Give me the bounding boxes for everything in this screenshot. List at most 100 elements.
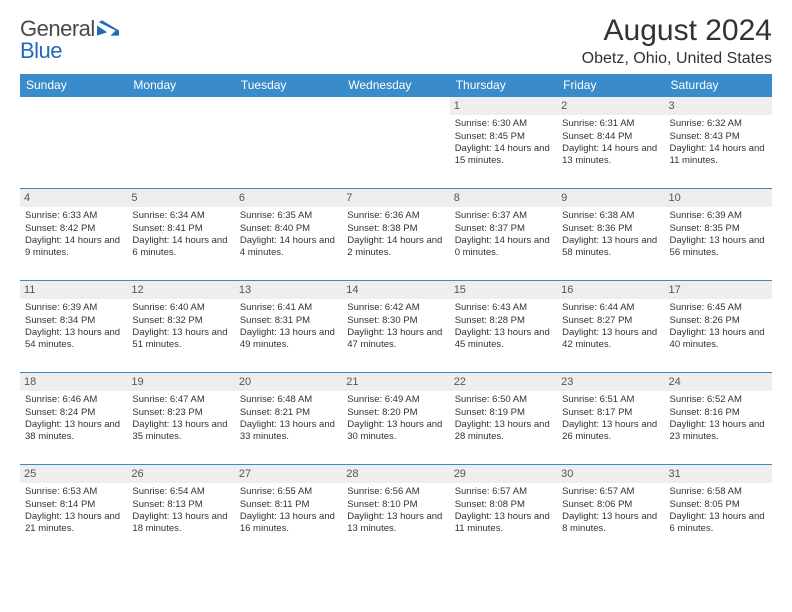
sunrise-text: Sunrise: 6:41 AM [240,302,338,314]
sunrise-text: Sunrise: 6:49 AM [347,394,445,406]
sunrise-text: Sunrise: 6:58 AM [670,486,768,498]
day-header: Sunday [20,74,127,97]
sunset-text: Sunset: 8:34 PM [25,315,123,327]
day-number: 10 [665,189,772,207]
sunset-text: Sunset: 8:10 PM [347,499,445,511]
calendar-row: 18Sunrise: 6:46 AMSunset: 8:24 PMDayligh… [20,373,772,465]
daylight-text: Daylight: 14 hours and 15 minutes. [455,143,553,168]
day-info: Sunrise: 6:33 AMSunset: 8:42 PMDaylight:… [24,210,123,259]
sunset-text: Sunset: 8:24 PM [25,407,123,419]
sunset-text: Sunset: 8:27 PM [562,315,660,327]
title-block: August 2024 Obetz, Ohio, United States [582,14,772,68]
calendar-cell: 24Sunrise: 6:52 AMSunset: 8:16 PMDayligh… [665,373,772,465]
calendar-cell: 22Sunrise: 6:50 AMSunset: 8:19 PMDayligh… [450,373,557,465]
day-info: Sunrise: 6:39 AMSunset: 8:34 PMDaylight:… [24,302,123,351]
calendar-cell: 13 Sunrise: 6:41 AMSunset: 8:31 PMDayligh… [235,281,342,373]
day-number: 19 [127,373,234,391]
sunrise-text: Sunrise: 6:50 AM [455,394,553,406]
calendar-row: 11Sunrise: 6:39 AMSunset: 8:34 PMDayligh… [20,281,772,373]
day-header: Thursday [450,74,557,97]
calendar-row: 4Sunrise: 6:33 AMSunset: 8:42 PMDaylight… [20,189,772,281]
day-info: Sunrise: 6:50 AMSunset: 8:19 PMDaylight:… [454,394,553,443]
sunset-text: Sunset: 8:44 PM [562,131,660,143]
calendar-cell: 1 Sunrise: 6:30 AMSunset: 8:45 PMDaylight… [450,97,557,189]
day-number: 28 [342,465,449,483]
logo: GeneralBlue [20,14,119,62]
day-info: Sunrise: 6:30 AMSunset: 8:45 PMDaylight:… [454,118,553,167]
daylight-text: Daylight: 14 hours and 11 minutes. [670,143,768,168]
calendar-cell: 15 Sunrise: 6:43 AMSunset: 8:28 PMDayligh… [450,281,557,373]
sunset-text: Sunset: 8:17 PM [562,407,660,419]
calendar-cell: 23Sunrise: 6:51 AMSunset: 8:17 PMDayligh… [557,373,664,465]
day-info: Sunrise: 6:42 AMSunset: 8:30 PMDaylight:… [346,302,445,351]
sunset-text: Sunset: 8:28 PM [455,315,553,327]
daylight-text: Daylight: 14 hours and 4 minutes. [240,235,338,260]
sunrise-text: Sunrise: 6:32 AM [670,118,768,130]
day-number: 17 [665,281,772,299]
day-number: 1 [450,97,557,115]
daylight-text: Daylight: 13 hours and 49 minutes. [240,327,338,352]
sunrise-text: Sunrise: 6:34 AM [132,210,230,222]
calendar-table: Sunday Monday Tuesday Wednesday Thursday… [20,74,772,557]
calendar-cell [127,97,234,189]
day-info: Sunrise: 6:57 AMSunset: 8:08 PMDaylight:… [454,486,553,535]
sunset-text: Sunset: 8:41 PM [132,223,230,235]
daylight-text: Daylight: 14 hours and 9 minutes. [25,235,123,260]
calendar-cell: 8 Sunrise: 6:37 AMSunset: 8:37 PMDaylight… [450,189,557,281]
day-number: 26 [127,465,234,483]
calendar-cell: 30Sunrise: 6:57 AMSunset: 8:06 PMDayligh… [557,465,664,557]
day-info: Sunrise: 6:44 AMSunset: 8:27 PMDaylight:… [561,302,660,351]
calendar-cell: 31Sunrise: 6:58 AMSunset: 8:05 PMDayligh… [665,465,772,557]
sunrise-text: Sunrise: 6:46 AM [25,394,123,406]
calendar-cell [342,97,449,189]
day-info: Sunrise: 6:56 AMSunset: 8:10 PMDaylight:… [346,486,445,535]
calendar-cell [20,97,127,189]
sunrise-text: Sunrise: 6:30 AM [455,118,553,130]
sunrise-text: Sunrise: 6:35 AM [240,210,338,222]
day-info: Sunrise: 6:31 AMSunset: 8:44 PMDaylight:… [561,118,660,167]
daylight-text: Daylight: 13 hours and 11 minutes. [455,511,553,536]
sunset-text: Sunset: 8:40 PM [240,223,338,235]
calendar-cell: 16 Sunrise: 6:44 AMSunset: 8:27 PMDayligh… [557,281,664,373]
day-header: Friday [557,74,664,97]
day-info: Sunrise: 6:51 AMSunset: 8:17 PMDaylight:… [561,394,660,443]
calendar-row: 1 Sunrise: 6:30 AMSunset: 8:45 PMDaylight… [20,97,772,189]
sunrise-text: Sunrise: 6:57 AM [562,486,660,498]
sunset-text: Sunset: 8:30 PM [347,315,445,327]
sunset-text: Sunset: 8:37 PM [455,223,553,235]
day-number: 18 [20,373,127,391]
sunrise-text: Sunrise: 6:52 AM [670,394,768,406]
location-label: Obetz, Ohio, United States [582,50,772,68]
sunrise-text: Sunrise: 6:47 AM [132,394,230,406]
day-number: 15 [450,281,557,299]
calendar-cell: 11Sunrise: 6:39 AMSunset: 8:34 PMDayligh… [20,281,127,373]
day-number: 8 [450,189,557,207]
day-info: Sunrise: 6:37 AMSunset: 8:37 PMDaylight:… [454,210,553,259]
calendar-cell: 10 Sunrise: 6:39 AMSunset: 8:35 PMDayligh… [665,189,772,281]
calendar-cell: 28 Sunrise: 6:56 AMSunset: 8:10 PMDayligh… [342,465,449,557]
day-number: 14 [342,281,449,299]
day-info: Sunrise: 6:43 AMSunset: 8:28 PMDaylight:… [454,302,553,351]
day-number: 16 [557,281,664,299]
day-number: 13 [235,281,342,299]
sunset-text: Sunset: 8:31 PM [240,315,338,327]
sunrise-text: Sunrise: 6:39 AM [25,302,123,314]
daylight-text: Daylight: 13 hours and 13 minutes. [347,511,445,536]
calendar-cell: 21 Sunrise: 6:49 AMSunset: 8:20 PMDayligh… [342,373,449,465]
sunset-text: Sunset: 8:11 PM [240,499,338,511]
sunset-text: Sunset: 8:36 PM [562,223,660,235]
day-info: Sunrise: 6:38 AMSunset: 8:36 PMDaylight:… [561,210,660,259]
sunset-text: Sunset: 8:23 PM [132,407,230,419]
calendar-cell: 19 Sunrise: 6:47 AMSunset: 8:23 PMDayligh… [127,373,234,465]
calendar-cell: 2Sunrise: 6:31 AMSunset: 8:44 PMDaylight… [557,97,664,189]
daylight-text: Daylight: 13 hours and 16 minutes. [240,511,338,536]
calendar-cell: 26Sunrise: 6:54 AMSunset: 8:13 PMDayligh… [127,465,234,557]
day-header-row: Sunday Monday Tuesday Wednesday Thursday… [20,74,772,97]
day-number: 21 [342,373,449,391]
daylight-text: Daylight: 13 hours and 40 minutes. [670,327,768,352]
sunrise-text: Sunrise: 6:45 AM [670,302,768,314]
sunset-text: Sunset: 8:20 PM [347,407,445,419]
day-info: Sunrise: 6:47 AMSunset: 8:23 PMDaylight:… [131,394,230,443]
day-info: Sunrise: 6:49 AMSunset: 8:20 PMDaylight:… [346,394,445,443]
day-info: Sunrise: 6:39 AMSunset: 8:35 PMDaylight:… [669,210,768,259]
